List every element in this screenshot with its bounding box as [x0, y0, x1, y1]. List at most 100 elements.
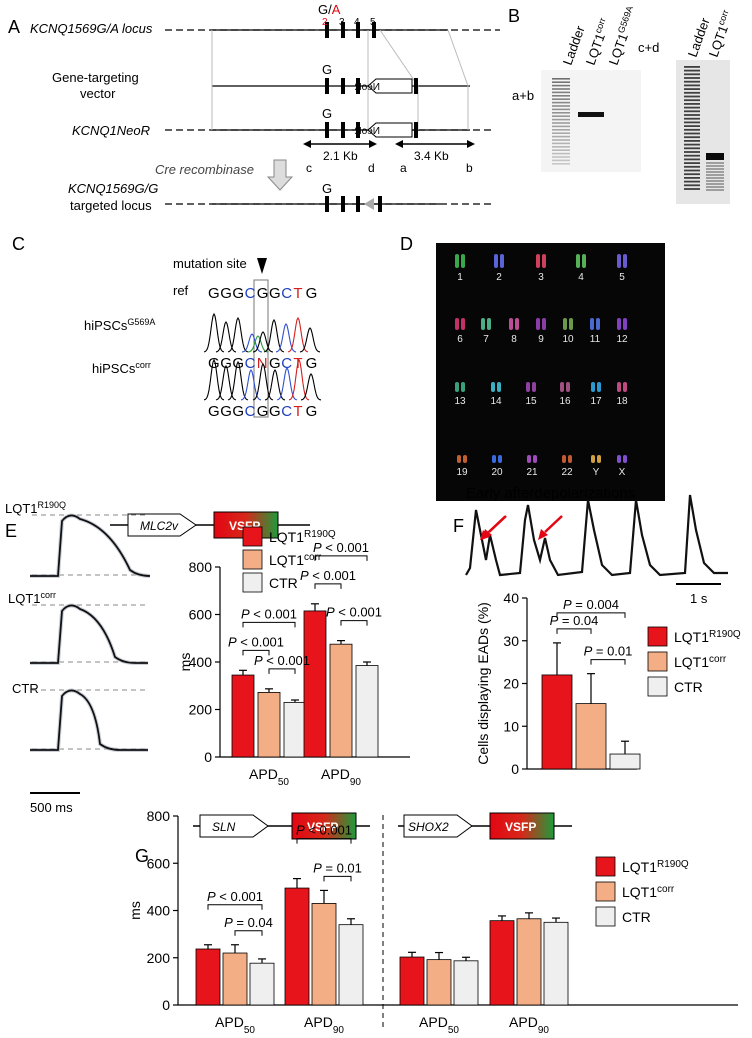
ladder-band: [552, 81, 570, 83]
svg-text:b: b: [466, 161, 473, 175]
legend-swatch: [242, 549, 263, 570]
sequence-base: G: [220, 285, 232, 302]
y-tick-label: 0: [162, 997, 170, 1013]
significance-bracket: [340, 620, 368, 626]
chromatogram-peak: [299, 327, 321, 353]
y-tick-label: 0: [511, 761, 519, 777]
legend-swatch: [647, 626, 668, 647]
chromosome: [457, 455, 461, 463]
bar-lqt1r190q: [399, 956, 425, 1006]
ladder-band: [552, 95, 570, 97]
y-tick-label: 400: [147, 903, 171, 919]
svg-text:NeoR: NeoR: [354, 126, 380, 137]
bar-lqt1r190q: [231, 674, 255, 758]
chromosome-label: 19: [456, 467, 468, 478]
chromosome: [461, 318, 465, 330]
ladder-band: [684, 114, 700, 116]
legend-label: LQT1corr: [674, 654, 727, 671]
y-axis-label: Cells displaying EADs (%): [475, 602, 491, 765]
p-value-label: P = 0.04: [550, 613, 599, 628]
y-tick-label: 30: [503, 633, 519, 649]
significance-bracket: [314, 555, 368, 561]
ladder-band: [552, 115, 570, 117]
y-tick-label: 800: [189, 559, 213, 575]
chromosome: [560, 382, 564, 392]
chromosome-label: 7: [483, 334, 489, 345]
chromosome: [582, 254, 586, 268]
chromatogram-peak: [215, 364, 237, 401]
bar-ctr: [249, 962, 275, 1006]
chromosome: [532, 382, 536, 392]
ladder-band: [684, 158, 700, 161]
legend-swatch: [595, 856, 616, 877]
ladder-band: [552, 125, 570, 128]
chromatogram-peak: [227, 316, 249, 353]
lane-lqt1g569a: LQT1G569A: [605, 5, 641, 67]
p-value-label: P < 0.001: [207, 889, 263, 904]
chromosome: [509, 318, 513, 330]
panel-a: A KCNQ1569G/A locus Gene-targeting vecto…: [8, 2, 500, 213]
chromatogram-peak: [203, 312, 225, 353]
ladder-band: [684, 91, 700, 94]
lane-right-lqt1corr: LQT1corr: [705, 8, 736, 59]
legend-swatch: [242, 526, 263, 547]
bar-lqt1r190q: [284, 887, 310, 1006]
gel-smear: [706, 165, 724, 167]
p-value-label: P < 0.001: [300, 568, 356, 583]
sequence-base: T: [293, 285, 302, 302]
ladder-band: [684, 147, 700, 150]
chromosome: [455, 318, 459, 330]
p-value-label: P < 0.001: [296, 823, 352, 838]
ladder-band: [684, 110, 700, 113]
ladder-band: [684, 173, 700, 176]
ladder-band: [552, 88, 570, 90]
exon-4: 4: [354, 17, 360, 28]
ladder-band: [552, 91, 570, 94]
chromosome: [527, 455, 531, 463]
ladder-band: [684, 165, 700, 168]
p-value-label: P < 0.001: [326, 605, 382, 620]
y-tick-label: 10: [503, 718, 519, 734]
gel-smear: [706, 189, 724, 191]
bar-ctr: [283, 701, 307, 758]
legend-label: CTR: [674, 679, 703, 695]
p-value-label: P < 0.001: [313, 540, 369, 555]
ladder-band: [684, 177, 700, 179]
ladder-band: [684, 184, 700, 187]
svg-text:VSFP: VSFP: [505, 820, 536, 834]
ladder-band: [552, 163, 570, 165]
ladder-band: [684, 121, 700, 124]
legend-label: LQT1corr: [622, 884, 675, 901]
chromatogram-peak: [276, 366, 298, 401]
chromosome: [492, 455, 496, 463]
ladder-band: [684, 117, 700, 120]
legend-label: CTR: [622, 909, 651, 925]
sequence-base: G: [232, 403, 244, 420]
sequence-base: C: [245, 403, 256, 420]
neor-label: KCNQ1NeoR: [72, 123, 150, 138]
sequence-base: G: [208, 403, 220, 420]
vsfp-box-g-right: [489, 812, 555, 840]
chromatogram-peak: [252, 331, 274, 353]
ladder-band: [684, 106, 700, 109]
ladder-band: [552, 146, 570, 148]
chart-e: 0 200 400 600 800 ms APD50 APD90 P < 0.001 P < 0.…: [177, 526, 410, 788]
ladder-band: [552, 84, 570, 87]
ladder-band: [684, 77, 700, 79]
panel-label-d: D: [400, 234, 413, 254]
y-tick-label: 600: [147, 855, 171, 871]
chromosome: [617, 254, 621, 268]
hipsc-g569a-label: hiPSCsG569A: [84, 317, 155, 333]
chromosome: [487, 318, 491, 330]
ladder-band: [684, 80, 700, 83]
distance-right: 3.4 Kb: [414, 149, 449, 163]
chromosome: [566, 382, 570, 392]
bar-lqt1corr: [575, 703, 607, 770]
ladder-band: [552, 105, 570, 107]
ladder-band: [552, 152, 570, 155]
ap-trace-lqt1corr: [30, 604, 148, 664]
gel-tag-left: a+b: [512, 88, 534, 103]
y-tick-label: 0: [204, 749, 212, 765]
